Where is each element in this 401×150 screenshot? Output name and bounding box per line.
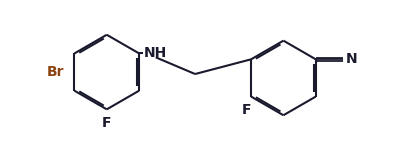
Text: Br: Br [47,65,65,79]
Text: F: F [241,103,251,117]
Text: F: F [102,116,111,130]
Text: N: N [346,52,358,66]
Text: NH: NH [144,46,167,60]
